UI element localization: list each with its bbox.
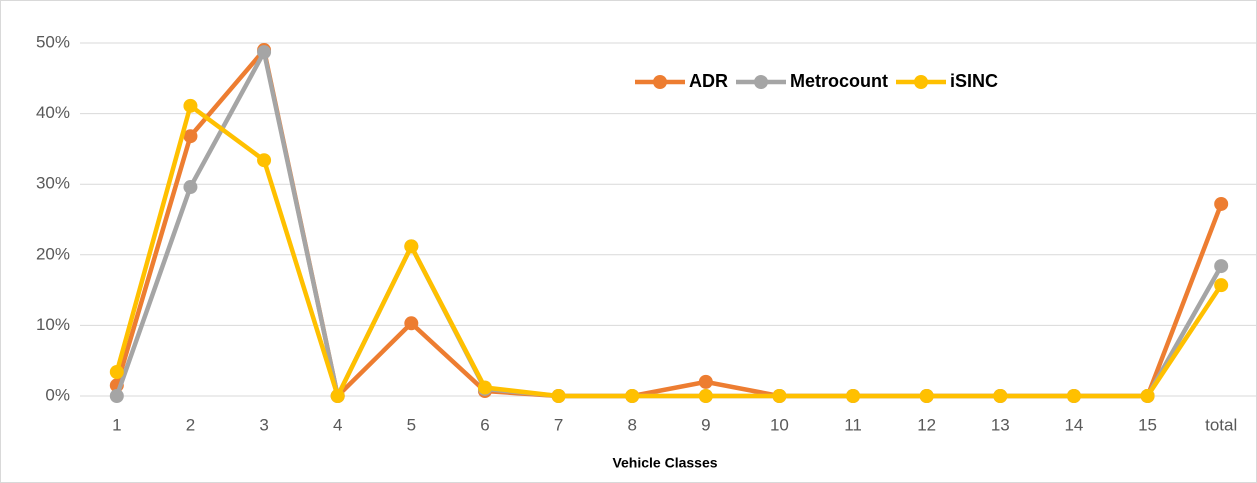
data-point xyxy=(993,389,1008,403)
data-point xyxy=(1140,389,1155,403)
data-point xyxy=(1214,278,1229,293)
data-point xyxy=(257,45,272,60)
x-tick-label: 6 xyxy=(480,415,489,434)
data-point xyxy=(846,389,861,403)
legend-marker xyxy=(914,75,928,89)
x-tick-label: 1 xyxy=(112,415,121,434)
x-tick-label: 7 xyxy=(554,415,563,434)
data-point xyxy=(772,389,787,403)
data-point xyxy=(919,389,934,403)
x-tick-label: 15 xyxy=(1138,415,1157,434)
y-tick-label: 30% xyxy=(36,174,70,193)
x-tick-label: 9 xyxy=(701,415,710,434)
x-tick-label: 3 xyxy=(259,415,268,434)
x-axis-title: Vehicle Classes xyxy=(612,455,717,471)
y-tick-label: 0% xyxy=(45,385,70,404)
x-tick-label: total xyxy=(1205,415,1237,434)
legend-item: ADR xyxy=(635,71,728,91)
x-tick-label: 11 xyxy=(844,415,862,434)
data-point xyxy=(257,153,272,168)
x-tick-label: 14 xyxy=(1064,415,1083,434)
data-point xyxy=(183,129,198,144)
x-tick-label: 10 xyxy=(770,415,789,434)
x-tick-label: 8 xyxy=(627,415,636,434)
y-tick-label: 50% xyxy=(36,32,70,51)
legend-marker xyxy=(754,75,768,89)
x-tick-label: 2 xyxy=(186,415,195,434)
data-point xyxy=(109,389,124,403)
data-point xyxy=(551,389,566,403)
data-point xyxy=(404,316,419,331)
legend-label: ADR xyxy=(689,71,728,91)
data-point xyxy=(183,180,198,195)
y-tick-label: 10% xyxy=(36,315,70,334)
data-point xyxy=(1214,196,1229,211)
legend-item: iSINC xyxy=(896,71,998,91)
x-tick-label: 12 xyxy=(917,415,936,434)
data-point xyxy=(183,98,198,113)
legend-label: Metrocount xyxy=(790,71,888,91)
data-point xyxy=(477,380,492,395)
series-line xyxy=(114,103,1224,399)
x-tick-label: 4 xyxy=(333,415,342,434)
x-tick-label: 5 xyxy=(407,415,416,434)
y-tick-label: 20% xyxy=(36,244,70,263)
data-point xyxy=(1214,259,1229,274)
data-point xyxy=(698,374,713,389)
legend-marker xyxy=(653,75,667,89)
legend-item: Metrocount xyxy=(736,71,888,91)
x-tick-label: 13 xyxy=(991,415,1010,434)
data-point xyxy=(404,239,419,254)
legend-label: iSINC xyxy=(950,71,998,91)
y-tick-label: 40% xyxy=(36,103,70,122)
data-point xyxy=(1066,389,1081,403)
data-point xyxy=(330,389,345,403)
data-point xyxy=(625,389,640,403)
data-point xyxy=(109,364,124,379)
data-point xyxy=(698,389,713,403)
